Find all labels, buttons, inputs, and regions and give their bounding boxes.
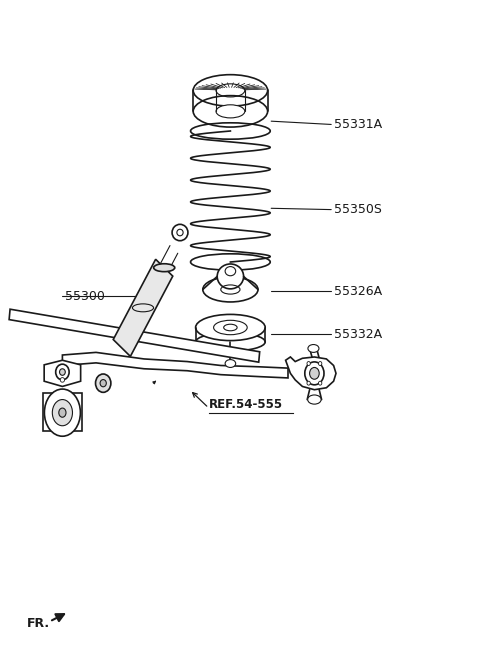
Ellipse shape (203, 277, 258, 302)
Ellipse shape (310, 367, 319, 379)
Ellipse shape (225, 360, 236, 367)
Ellipse shape (217, 264, 243, 289)
Ellipse shape (308, 395, 321, 404)
Ellipse shape (60, 369, 65, 375)
Text: 55331A: 55331A (334, 118, 382, 131)
Polygon shape (44, 360, 81, 386)
Ellipse shape (172, 224, 188, 241)
Polygon shape (113, 259, 173, 356)
Ellipse shape (56, 364, 69, 380)
Ellipse shape (59, 408, 66, 417)
Ellipse shape (177, 229, 183, 236)
Ellipse shape (195, 314, 265, 341)
Ellipse shape (195, 333, 265, 351)
Ellipse shape (225, 267, 236, 276)
Ellipse shape (319, 362, 322, 365)
Ellipse shape (224, 324, 237, 331)
Ellipse shape (154, 264, 175, 272)
Polygon shape (9, 309, 260, 362)
Ellipse shape (45, 389, 81, 436)
Polygon shape (286, 357, 336, 390)
Text: 55300: 55300 (65, 290, 105, 303)
Ellipse shape (193, 96, 267, 127)
Text: FR.: FR. (26, 617, 49, 630)
Ellipse shape (308, 345, 319, 352)
Ellipse shape (52, 400, 72, 426)
Text: REF.54-555: REF.54-555 (209, 398, 283, 411)
Ellipse shape (60, 377, 64, 383)
Polygon shape (62, 352, 288, 378)
Ellipse shape (96, 374, 111, 392)
Ellipse shape (305, 362, 324, 385)
Ellipse shape (307, 381, 310, 385)
Text: 55326A: 55326A (334, 285, 382, 298)
Text: 55332A: 55332A (334, 328, 382, 341)
Ellipse shape (307, 362, 310, 365)
Ellipse shape (214, 320, 247, 335)
Ellipse shape (216, 105, 245, 118)
Ellipse shape (100, 380, 107, 386)
Ellipse shape (319, 381, 322, 385)
Text: 55350S: 55350S (334, 203, 382, 216)
